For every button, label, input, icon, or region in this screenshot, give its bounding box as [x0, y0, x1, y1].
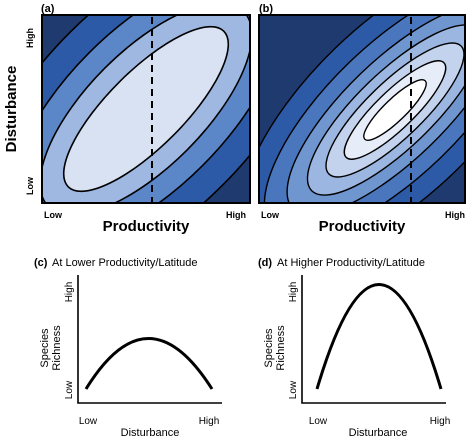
panel-a-y-high: High	[25, 28, 35, 48]
panel-b-contour-map	[258, 14, 466, 204]
panel-c-y-low: Low	[64, 380, 75, 399]
panel-b-x-high: High	[445, 210, 465, 220]
panel-c-label: (c)	[34, 257, 48, 269]
panel-b-border	[258, 14, 466, 204]
panel-c: (c) At Lower Productivity/Latitude Speci…	[34, 257, 222, 438]
panel-d: (d) At Higher Productivity/Latitude Spec…	[258, 257, 450, 438]
panel-d-axes	[301, 275, 446, 404]
panel-c-y-title-line1: Species	[39, 328, 51, 368]
panel-a-contour-map	[41, 14, 251, 204]
panel-c-y-title-line2: Richness	[51, 325, 63, 371]
panel-a-contour-4	[62, 25, 230, 193]
panel-d-y-title-line2: Richness	[275, 325, 287, 371]
panel-b-x-low: Low	[261, 210, 280, 220]
panel-a-border	[41, 14, 251, 204]
panel-c-axes	[77, 275, 222, 404]
panel-d-title: At Higher Productivity/Latitude	[277, 257, 425, 269]
panel-d-x-low: Low	[309, 416, 328, 427]
panel-c-y-high: High	[64, 282, 75, 303]
panel-d-x-high: High	[430, 416, 451, 427]
panel-b-x-title: Productivity	[319, 218, 406, 235]
panel-d-y-title-line1: Species	[263, 328, 275, 368]
panel-a-x-title: Productivity	[103, 218, 190, 235]
panel-b-label: (b)	[259, 3, 273, 15]
panel-d-y-high: High	[288, 282, 299, 303]
panel-d-x-title: Disturbance	[349, 427, 408, 438]
panel-a-label: (a)	[41, 3, 55, 15]
panel-a-y-low: Low	[25, 176, 35, 195]
panel-c-x-title: Disturbance	[121, 427, 180, 438]
panel-a-y-title: Disturbance	[3, 66, 20, 153]
panel-c-x-high: High	[199, 416, 220, 427]
panel-a-x-high: High	[226, 210, 246, 220]
panel-d-curve	[315, 283, 443, 390]
panel-a-x-low: Low	[44, 210, 63, 220]
panel-c-curve	[84, 337, 214, 390]
panel-d-y-low: Low	[288, 380, 299, 399]
panel-c-title: At Lower Productivity/Latitude	[52, 257, 198, 269]
panel-d-label: (d)	[258, 257, 272, 269]
panel-c-x-low: Low	[79, 416, 98, 427]
